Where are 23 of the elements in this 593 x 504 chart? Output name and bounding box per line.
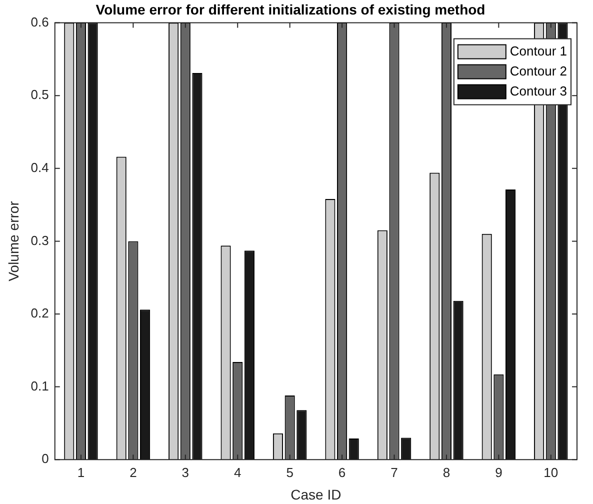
- x-tick-label: 9: [495, 464, 502, 480]
- y-tick-label: 0.6: [30, 14, 49, 30]
- y-tick-label: 0: [42, 451, 49, 466]
- chart-title: Volume error for different initializations of existing method: [96, 1, 486, 18]
- y-tick-label: 0.3: [30, 232, 49, 248]
- x-tick-label: 1: [77, 464, 85, 480]
- y-tick-label: 0.2: [30, 306, 49, 321]
- legend-label: Contour 2: [510, 63, 568, 78]
- y-tick-label: 0.4: [30, 160, 49, 175]
- x-axis-title: Case ID: [290, 486, 342, 502]
- x-tick-label: 2: [130, 464, 137, 480]
- legend-label: Contour 3: [510, 83, 568, 98]
- legend-label: Contour 1: [510, 43, 568, 58]
- y-tick-label: 0.1: [30, 378, 49, 394]
- x-tick-label: 6: [338, 464, 346, 480]
- x-tick-label: 10: [544, 464, 558, 480]
- x-tick-label: 3: [182, 464, 190, 480]
- x-tick-label: 4: [234, 464, 242, 480]
- y-axis-title: Volume error: [5, 200, 22, 282]
- x-tick-label: 5: [286, 464, 294, 480]
- y-tick-label: 0.5: [30, 87, 49, 102]
- x-tick-label: 7: [390, 464, 398, 480]
- x-tick-label: 8: [442, 464, 450, 480]
